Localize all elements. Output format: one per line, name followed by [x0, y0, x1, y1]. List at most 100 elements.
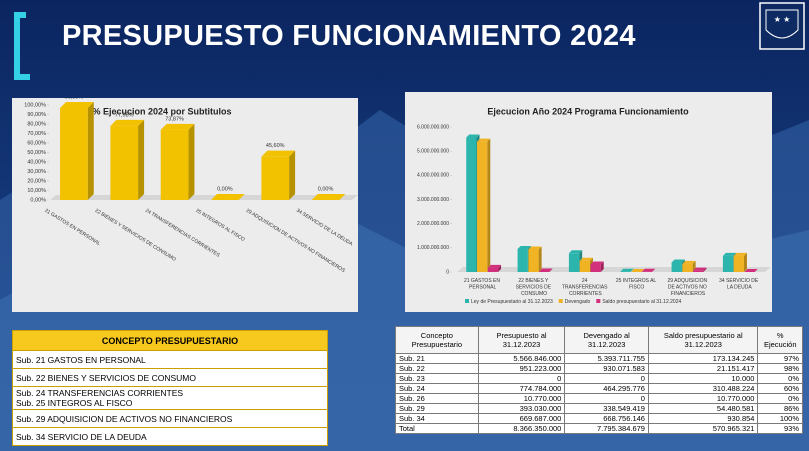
table-cell: 393.030.000 [477, 403, 566, 414]
y-tick-label: 50,00% [27, 150, 46, 156]
table-cell: Sub. 24 [395, 383, 479, 394]
bar [539, 271, 550, 272]
table-cell: 98% [757, 363, 803, 374]
table-row: Sub. 34 SERVICIO DE LA DEUDA [12, 427, 328, 446]
bar-top [620, 268, 634, 272]
table-cell: 5.393.711.755 [564, 353, 649, 364]
y-tick-label: 20,00% [27, 178, 46, 184]
y-tick-label: 0 [446, 269, 449, 275]
bar-top [110, 119, 145, 126]
table-row: Sub. 21 GASTOS EN PERSONAL [12, 350, 328, 369]
table-cell: 0% [757, 373, 803, 384]
table-row: Sub. 21 5.566.846.000 5.393.711.755 173.134… [395, 353, 803, 364]
bar [579, 260, 590, 272]
bar [261, 156, 290, 200]
bar-top [682, 260, 696, 264]
table-cell: 10.770.000 [477, 393, 566, 404]
x-tick-label: 24 TRANSFERENCIAS CORRIENTES [562, 278, 609, 297]
svg-text:★ ★: ★ ★ [774, 15, 791, 24]
y-tick-label: 80,00% [27, 121, 46, 127]
table-row: Total 8.366.350.000 7.795.384.679 570.965.3… [395, 423, 803, 434]
bar [590, 264, 601, 272]
x-tick-label: 25 INTEGROS AL FISCO [616, 278, 658, 291]
legend-label: Devengado [565, 299, 591, 305]
bar-top [466, 134, 480, 138]
bar-side [703, 267, 707, 272]
table-cell: 930.854 [647, 413, 759, 424]
legend-swatch [465, 299, 469, 303]
table-cell: Total [395, 423, 479, 434]
table-cell: 60% [757, 383, 803, 394]
bar [693, 270, 704, 272]
chart-title: % Ejecucion 2024 por Subtitulos [92, 106, 231, 116]
y-tick-label: 40,00% [27, 159, 46, 165]
bar [517, 249, 528, 272]
table-cell: 951.223.000 [477, 363, 566, 374]
bar-top [517, 246, 531, 250]
table-cell: 86% [757, 403, 803, 414]
cell-line: Sub. 25 INTEGROS AL FISCO [16, 398, 133, 408]
cell-line: Sub. 22 BIENES Y SERVICIOS DE CONSUMO [16, 372, 196, 383]
value-label: 77,98% [115, 112, 134, 118]
chart: Ejecucion Año 2024 Programa Funcionamien… [417, 106, 771, 305]
y-tick-label: 2.000.000.000 [417, 221, 449, 227]
table-cell: 0% [757, 393, 803, 404]
y-tick-label: 4.000.000.000 [417, 173, 449, 179]
y-tick-label: 100,00% [24, 102, 46, 108]
table-cell: Sub. 24 TRANSFERENCIAS CORRIENTES Sub. 25… [12, 386, 328, 410]
table-cell: Sub. 34 SERVICIO DE LA DEUDA [12, 427, 328, 446]
bar-side [754, 268, 758, 272]
table-cell: 0 [564, 393, 649, 404]
bar-side [188, 123, 195, 200]
y-tick-label: 3.000.000.000 [417, 197, 449, 203]
legend-swatch [596, 299, 601, 303]
table-cell: 668.756.146 [564, 413, 649, 424]
bar-side [87, 101, 94, 200]
table-cell: 310.488.224 [647, 383, 759, 394]
table-cell: 464.295.776 [564, 383, 649, 394]
table-cell: Sub. 21 GASTOS EN PERSONAL [12, 350, 328, 369]
chart-panel: % Ejecucion 2024 por Subtitulos 0,00% 10,0… [12, 98, 358, 312]
table-cell: 173.134.245 [647, 353, 759, 364]
table-cell: 5.566.846.000 [477, 353, 566, 364]
bar-side [289, 150, 296, 200]
y-tick-label: 5.000.000.000 [417, 148, 449, 154]
x-tick-label: 29 ADQUISICION DE ACTIVOS NO FINANCIEROS [245, 208, 347, 275]
x-tick-label: 25 INTEGROS AL FISCO [194, 208, 245, 243]
table-cell: 669.687.000 [477, 413, 566, 424]
bar [568, 253, 580, 272]
bar-top [568, 250, 583, 254]
bar [466, 137, 477, 272]
column-header: Devengado al 31.12.2023 [564, 326, 649, 354]
bar-top [60, 101, 94, 108]
concept-table: CONCEPTO PRESUPUESTARIO Sub. 21 GASTOS EN… [12, 330, 328, 446]
column-header: Presupuesto al 31.12.2023 [477, 326, 566, 354]
column-header: Concepto Presupuestario [395, 326, 479, 354]
value-label: 0,00% [217, 186, 233, 192]
bar-top [539, 268, 553, 272]
y-tick-label: 90,00% [27, 112, 46, 118]
table-cell: 0 [564, 373, 649, 384]
y-tick-label: 60,00% [27, 140, 46, 146]
cell-line: Sub. 34 SERVICIO DE LA DEUDA [16, 431, 147, 442]
bar [671, 262, 682, 272]
table-cell: Sub. 29 ADQUISICION DE ACTIVOS NO FINANC… [12, 409, 328, 428]
bar-side [538, 246, 542, 272]
table-cell: Sub. 23 [395, 373, 479, 384]
cell-line: Sub. 21 GASTOS EN PERSONAL [16, 354, 146, 365]
y-tick-label: 1.000.000.000 [417, 245, 449, 251]
table-row: Sub. 24 774.784.000 464.295.776 310.488.224… [395, 383, 803, 394]
chart-title: Ejecucion Año 2024 Programa Funcionamien… [487, 106, 689, 116]
bar-top [590, 261, 604, 265]
x-tick-label: 22 BIENES Y SERVICIOS DE CONSUMO [94, 208, 177, 263]
bar [733, 255, 744, 272]
bar-top [261, 150, 296, 157]
table-cell: 21.151.417 [647, 363, 759, 374]
bar-top [641, 268, 656, 272]
table-row: Sub. 24 TRANSFERENCIAS CORRIENTES Sub. 25… [12, 386, 328, 410]
table-cell: 93% [757, 423, 803, 434]
bar-side [138, 119, 145, 200]
value-label: 45,60% [266, 143, 285, 149]
table-cell: 774.784.000 [477, 383, 566, 394]
